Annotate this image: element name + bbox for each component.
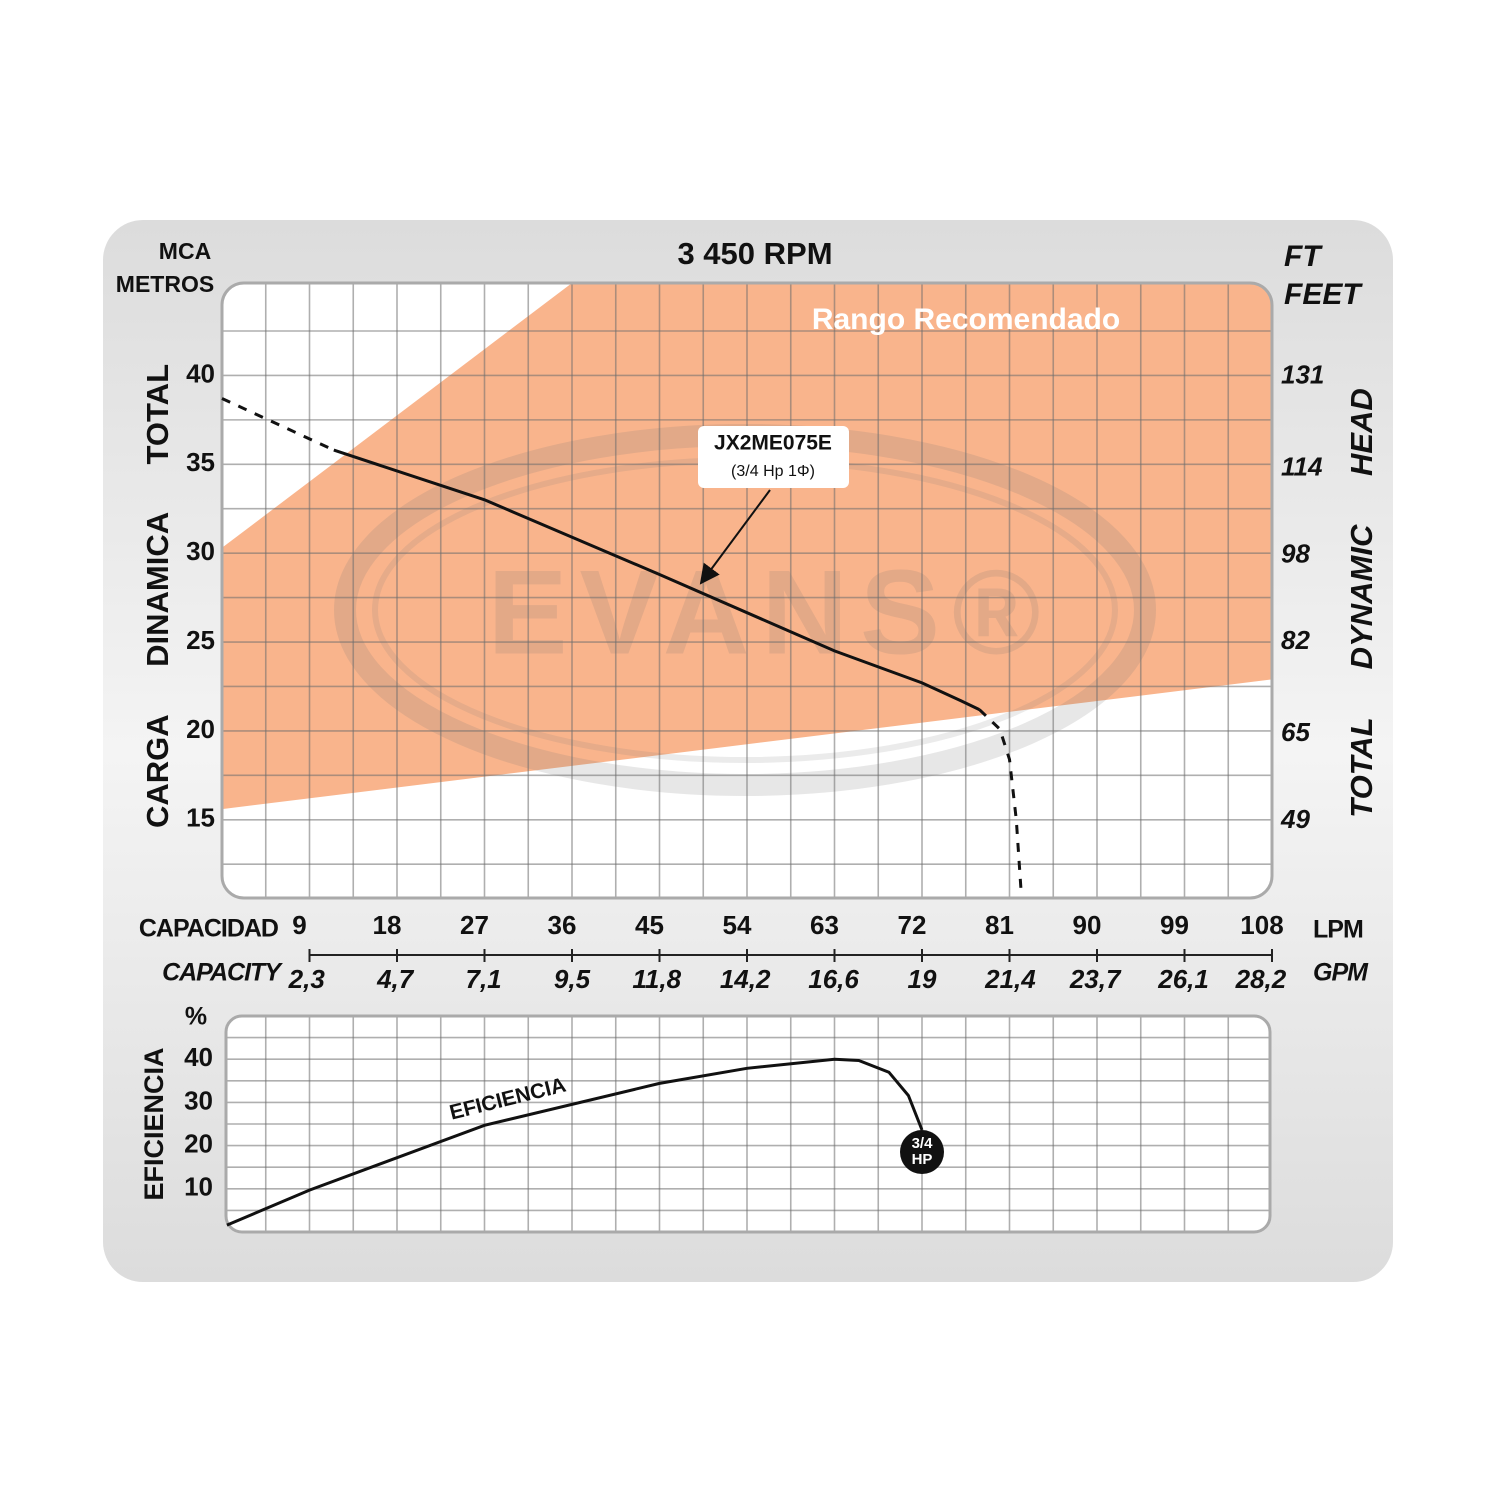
y-tick-label: 20 bbox=[184, 1128, 213, 1158]
x2-tick-label: 14,2 bbox=[720, 964, 771, 994]
x2-tick-label: 4,7 bbox=[376, 964, 415, 994]
y-tick-label: 30 bbox=[186, 536, 215, 566]
x-tick-label: 27 bbox=[460, 910, 489, 940]
curve-label-arrow bbox=[699, 489, 771, 585]
curve-label-box bbox=[698, 426, 849, 488]
chart-title: 3 450 RPM bbox=[677, 236, 832, 271]
watermark: EVANS® bbox=[488, 546, 1053, 680]
y2-tick-label: 49 bbox=[1280, 804, 1310, 834]
y-tick-label: 30 bbox=[184, 1085, 213, 1115]
x2-tick-label: 26,1 bbox=[1157, 964, 1209, 994]
x-unit: LPM bbox=[1313, 916, 1363, 944]
x2-tick-label: 7,1 bbox=[466, 964, 502, 994]
y-unit: METROS bbox=[116, 271, 214, 297]
x-tick-label: 90 bbox=[1073, 910, 1102, 940]
curve-label: JX2ME075E bbox=[714, 432, 832, 455]
y2-axis-label: TOTAL DYNAMIC HEAD bbox=[1344, 388, 1379, 818]
x2-tick-label: 23,7 bbox=[1069, 964, 1122, 994]
x2-tick-label: 21,4 bbox=[984, 964, 1036, 994]
x-tick-label: 72 bbox=[898, 910, 927, 940]
y-tick-label: 40 bbox=[184, 1042, 213, 1072]
x2-tick-label: 19 bbox=[908, 964, 937, 994]
region-label: Rango Recomendado bbox=[812, 303, 1120, 336]
y-tick-label: 40 bbox=[186, 358, 215, 388]
y2-unit: FT bbox=[1284, 240, 1323, 273]
y-axis-label: CARGA DINAMICA TOTAL bbox=[140, 364, 175, 828]
y2-tick-label: 131 bbox=[1281, 360, 1324, 390]
head-curve bbox=[221, 397, 335, 452]
x2-tick-label: 11,8 bbox=[632, 964, 681, 994]
x2-axis-label: CAPACITY bbox=[162, 959, 283, 987]
y2-tick-label: 82 bbox=[1281, 625, 1310, 655]
y-unit: % bbox=[185, 1003, 207, 1031]
plot-border bbox=[220, 281, 1274, 900]
head-curve bbox=[978, 708, 1023, 893]
y-tick-label: 10 bbox=[184, 1172, 213, 1202]
x-tick-label: 18 bbox=[373, 910, 402, 940]
head-plot: EVANS® bbox=[222, 283, 1272, 898]
end-marker bbox=[900, 1130, 944, 1175]
y2-unit: FEET bbox=[1284, 278, 1363, 311]
x-tick-label: 54 bbox=[723, 910, 752, 940]
x-tick-label: 63 bbox=[810, 910, 839, 940]
x-tick-label: 81 bbox=[985, 910, 1014, 940]
x2-unit: GPM bbox=[1313, 959, 1369, 987]
x-tick-label: 36 bbox=[548, 910, 577, 940]
y2-tick-label: 114 bbox=[1281, 452, 1323, 482]
x-axis-label: CAPACIDAD bbox=[139, 915, 278, 943]
x2-tick-label: 9,5 bbox=[554, 964, 591, 994]
x-tick-label: 99 bbox=[1160, 910, 1189, 940]
x-tick-label: 9 bbox=[292, 910, 306, 940]
y-unit: MCA bbox=[159, 238, 211, 264]
y-tick-label: 15 bbox=[186, 803, 215, 833]
efficiency-plot bbox=[226, 1016, 1270, 1232]
x2-tick-label: 28,2 bbox=[1235, 964, 1287, 994]
y-tick-label: 25 bbox=[186, 625, 215, 655]
y-tick-label: 20 bbox=[186, 714, 215, 744]
y2-tick-label: 98 bbox=[1281, 538, 1310, 568]
x-tick-label: 108 bbox=[1240, 910, 1283, 940]
y-axis-label: EFICIENCIA bbox=[139, 1047, 169, 1200]
efficiency-curve bbox=[226, 1057, 924, 1227]
curve-sublabel: (3/4 Hp 1Φ) bbox=[731, 463, 815, 480]
end-label: 3/4 bbox=[912, 1135, 934, 1152]
x2-tick-label: 16,6 bbox=[808, 964, 859, 994]
y2-tick-label: 65 bbox=[1281, 717, 1310, 747]
x2-tick-label: 2,3 bbox=[288, 964, 326, 994]
plot-border bbox=[224, 1014, 1272, 1234]
head-curve bbox=[333, 448, 981, 711]
end-label: HP bbox=[912, 1151, 933, 1168]
y-tick-label: 35 bbox=[186, 447, 215, 477]
x-tick-label: 45 bbox=[635, 910, 664, 940]
